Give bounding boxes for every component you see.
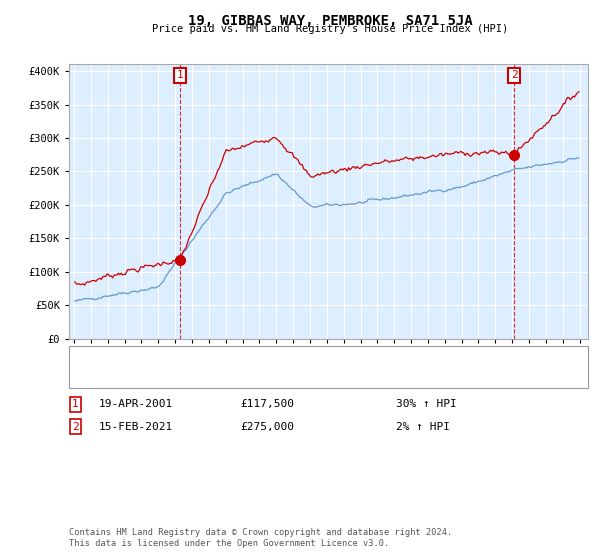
Text: HPI: Average price, detached house, Pembrokeshire: HPI: Average price, detached house, Pemb… [114, 371, 420, 381]
Text: 19, GIBBAS WAY, PEMBROKE, SA71 5JA (detached house): 19, GIBBAS WAY, PEMBROKE, SA71 5JA (deta… [114, 351, 433, 361]
Text: 15-FEB-2021: 15-FEB-2021 [99, 422, 173, 432]
Text: Price paid vs. HM Land Registry's House Price Index (HPI): Price paid vs. HM Land Registry's House … [152, 24, 508, 34]
Text: 19-APR-2001: 19-APR-2001 [99, 399, 173, 409]
Text: ———: ——— [78, 371, 98, 381]
Text: £117,500: £117,500 [240, 399, 294, 409]
Text: 2% ↑ HPI: 2% ↑ HPI [396, 422, 450, 432]
Text: 2: 2 [72, 422, 79, 432]
Text: £275,000: £275,000 [240, 422, 294, 432]
Text: Contains HM Land Registry data © Crown copyright and database right 2024.
This d: Contains HM Land Registry data © Crown c… [69, 528, 452, 548]
Text: 1: 1 [176, 71, 184, 81]
Text: 2: 2 [511, 71, 518, 81]
Text: 30% ↑ HPI: 30% ↑ HPI [396, 399, 457, 409]
Text: ———: ——— [78, 351, 98, 361]
Text: 1: 1 [72, 399, 79, 409]
Text: 19, GIBBAS WAY, PEMBROKE, SA71 5JA: 19, GIBBAS WAY, PEMBROKE, SA71 5JA [188, 14, 472, 28]
